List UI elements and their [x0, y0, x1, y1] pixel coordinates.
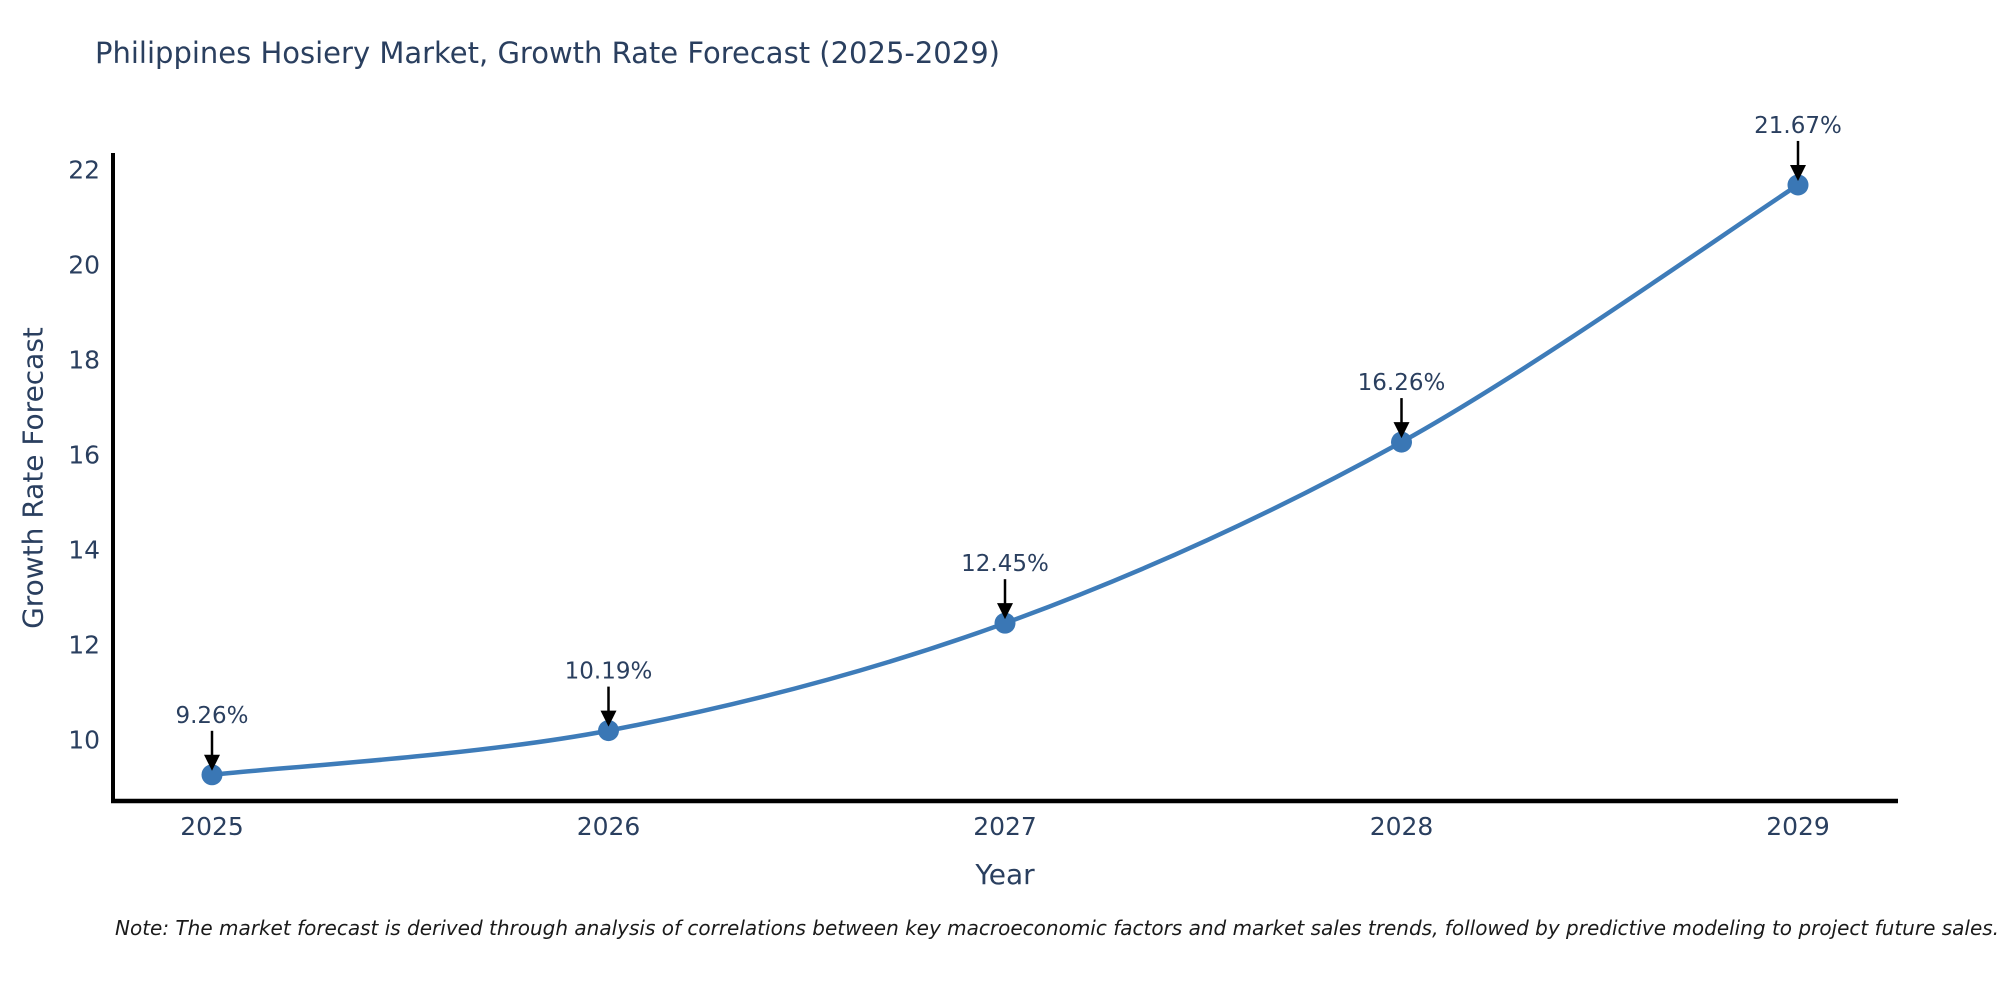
data-point-marker[interactable]	[1787, 174, 1809, 196]
y-tick-label: 12	[68, 631, 100, 660]
annotation-arrowhead	[204, 754, 220, 771]
data-point-marker[interactable]	[994, 612, 1016, 634]
data-point-marker[interactable]	[201, 764, 223, 786]
data-point-marker[interactable]	[1391, 431, 1412, 453]
x-tick-label: 2026	[577, 812, 641, 841]
data-point-label: 10.19%	[565, 659, 653, 685]
y-tick-label: 18	[68, 345, 100, 374]
y-tick-label: 22	[68, 155, 100, 184]
data-point-marker[interactable]	[598, 720, 619, 742]
x-tick-label: 2027	[973, 812, 1037, 841]
x-tick-label: 2029	[1766, 812, 1830, 841]
annotation-arrowhead	[1790, 164, 1806, 181]
footnote: Note: The market forecast is derived thr…	[115, 916, 2000, 940]
y-tick-label: 16	[68, 440, 100, 469]
data-point-label: 16.26%	[1358, 370, 1446, 396]
annotation-arrowhead	[600, 710, 617, 727]
data-point-label: 9.26%	[175, 703, 248, 729]
data-point-label: 21.67%	[1754, 113, 1842, 139]
annotation-arrowhead	[1393, 422, 1410, 439]
data-point-label: 12.45%	[961, 551, 1049, 577]
x-axis-title: Year	[975, 858, 1035, 891]
trend-line	[209, 182, 1801, 778]
x-tick-label: 2025	[180, 812, 244, 841]
y-tick-label: 10	[68, 726, 100, 755]
y-tick-label: 14	[68, 536, 100, 565]
chart-title: Philippines Hosiery Market, Growth Rate …	[95, 36, 1000, 70]
annotation-arrowhead	[997, 603, 1013, 620]
y-tick-label: 20	[68, 250, 100, 279]
x-tick-label: 2028	[1370, 812, 1434, 841]
